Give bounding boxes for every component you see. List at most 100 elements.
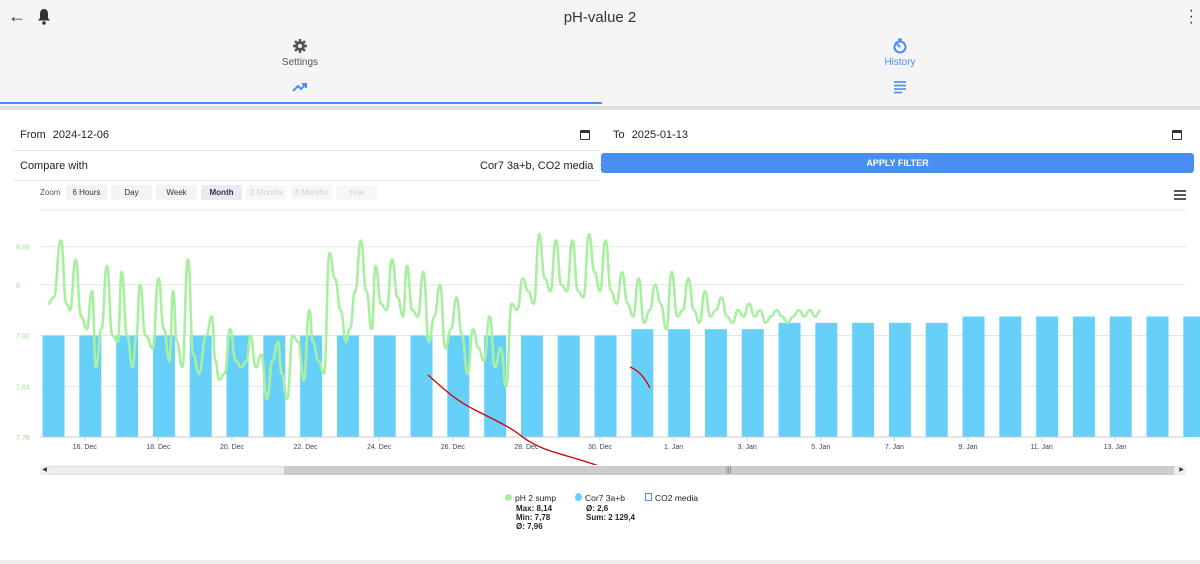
from-date-field[interactable]: From 2024-12-06 [20,129,109,141]
y-tick-label: 8 [16,283,20,290]
legend-stat: Max: 8,14 [516,504,553,513]
compare-select[interactable]: Cor7 3a+b, CO2 media ▼ [480,160,606,172]
bar[interactable] [520,335,543,437]
to-date-value[interactable]: 2025-01-13 [631,129,688,141]
zoom-label: Zoom [40,188,61,197]
bar[interactable] [42,335,65,437]
from-field-underline [14,150,600,151]
legend-item-co2[interactable]: CO2 media [645,493,698,503]
zoom-6-hours-button[interactable]: 6 Hours [66,185,107,200]
more-options-icon[interactable]: · · · [1188,2,1194,31]
x-tick-label: 1. Jan [664,444,683,451]
bar[interactable] [1146,316,1169,437]
x-tick-label: 18. Dec [146,444,171,451]
x-tick-label: 5. Jan [811,444,830,451]
from-date-value[interactable]: 2024-12-06 [52,129,110,141]
scroll-left-arrow-icon[interactable]: ◀ [40,466,49,475]
y-tick-label: 7,84 [16,384,30,391]
from-label: From [20,129,46,141]
zoom-3-months-button: 3 Months [246,185,287,200]
bar[interactable] [410,335,433,437]
tab-divider [0,106,1200,110]
tab-history-label: History [884,57,916,68]
x-tick-label: 22. Dec [294,444,319,451]
bar[interactable] [1183,316,1200,437]
scroll-right-arrow-icon[interactable]: ▶ [1177,466,1186,475]
active-tab-indicator [0,102,602,104]
bar[interactable] [1072,316,1095,437]
back-arrow-icon[interactable]: ← [8,6,26,26]
bar[interactable] [888,322,911,437]
bar[interactable] [1109,316,1132,437]
bar[interactable] [852,322,875,437]
bar[interactable] [668,329,691,437]
x-tick-label: 20. Dec [220,444,245,451]
legend-stat: Sum: 2 129,4 [586,513,635,522]
zoom-month-button[interactable]: Month [201,185,242,200]
y-tick-label: 7,76 [16,435,30,442]
bar[interactable] [704,329,727,437]
scrollbar-thumb[interactable] [284,466,1174,475]
bar[interactable] [1036,316,1059,437]
bar[interactable] [447,335,470,437]
annotation-stroke [427,374,599,465]
x-tick-label: 11. Jan [1030,444,1053,451]
legend-stat: Ø: 7,96 [516,522,543,531]
series-line [47,232,822,401]
bar[interactable] [631,329,654,437]
legend-label: Cor7 3a+b [585,493,625,503]
tab-history[interactable]: History [600,34,1200,104]
zoom-week-button[interactable]: Week [156,185,197,200]
bar[interactable] [778,322,801,437]
bar[interactable] [336,335,359,437]
bar[interactable] [741,329,764,437]
legend-stat: Min: 7,78 [516,513,551,522]
bar[interactable] [557,335,580,437]
x-tick-label: 28. Dec [514,444,539,451]
x-tick-label: 9. Jan [958,444,977,451]
x-tick-label: 24. Dec [367,444,392,451]
chart-menu-icon[interactable] [1174,190,1186,200]
bar[interactable] [925,322,948,437]
tab-bar: Settings History [0,34,1200,104]
compare-field-underline [14,180,600,181]
y-tick-label: 8,06 [16,245,30,252]
history-timer-icon [893,38,907,54]
bar[interactable] [999,316,1022,437]
calendar-icon[interactable] [1172,130,1182,140]
x-tick-label: 3. Jan [738,444,757,451]
zoom-day-button[interactable]: Day [111,185,152,200]
x-tick-label: 26. Dec [441,444,466,451]
list-icon [894,81,906,94]
bar[interactable] [594,335,617,437]
top-bar: ← pH-value 2 · · · [0,0,1200,34]
to-date-field[interactable]: To 2025-01-13 [613,129,688,141]
tab-settings-label: Settings [281,57,319,68]
x-tick-label: 30. Dec [588,444,613,451]
legend-marker-circle-icon [505,494,512,501]
scrollbar-grip-icon: ||| [726,467,732,474]
apply-filter-button[interactable]: APPLY FILTER [601,153,1194,173]
gear-icon [293,39,307,53]
bar[interactable] [484,335,507,437]
calendar-icon[interactable] [580,130,590,140]
to-label: To [613,129,625,141]
bar[interactable] [226,335,249,437]
legend-label: pH 2 sump [515,493,557,503]
legend-marker-box-icon [645,493,652,501]
compare-select-value: Cor7 3a+b, CO2 media [480,160,594,172]
legend-stat: Ø: 2,6 [586,504,609,513]
legend-item-ph[interactable]: pH 2 sump Max: 8,14 Min: 7,78 Ø: 7,96 [505,493,556,531]
compare-label: Compare with [20,160,88,172]
bar[interactable] [373,335,396,437]
bell-icon[interactable] [36,8,52,26]
x-tick-label: 16. Dec [73,444,98,451]
tab-settings[interactable]: Settings [0,34,602,104]
legend-item-cor7[interactable]: Cor7 3a+b Ø: 2,6 Sum: 2 129,4 [575,493,635,522]
bar[interactable] [300,335,323,437]
bar[interactable] [815,322,838,437]
bar[interactable] [962,316,985,437]
zoom-year-button: Year [336,185,377,200]
zoom-6-months-button: 6 Months [291,185,332,200]
legend-label: CO2 media [655,493,698,503]
